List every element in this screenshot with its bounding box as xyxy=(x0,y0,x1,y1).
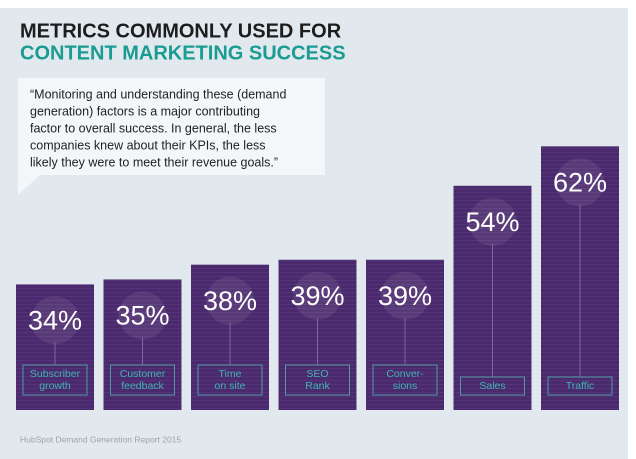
quote-line: “Monitoring and understanding these (dem… xyxy=(30,87,286,101)
quote-line: companies knew about their KPIs, the les… xyxy=(30,138,266,152)
label-box xyxy=(372,364,438,396)
bar-halo xyxy=(293,271,342,320)
title-line: CONTENT MARKETING SUCCESS xyxy=(20,42,346,64)
label-box xyxy=(460,376,525,396)
value-label: 39% xyxy=(290,281,344,311)
label-box xyxy=(22,364,88,396)
bar-halo xyxy=(381,271,429,320)
category-label: Rank xyxy=(305,380,330,392)
source: HubSpot Demand Generation Report 2015 xyxy=(20,434,181,444)
label-box xyxy=(285,364,350,396)
quote-line: factor to overall success. In general, t… xyxy=(30,121,277,135)
title-line: METRICS COMMONLY USED FOR xyxy=(20,20,342,42)
quote-box xyxy=(18,78,325,195)
bar-halo xyxy=(206,276,254,325)
bar-halo xyxy=(31,296,79,345)
category-label: Sales xyxy=(479,380,505,392)
label-box xyxy=(547,376,613,396)
category-label: Traffic xyxy=(566,380,595,392)
value-label: 39% xyxy=(378,281,432,311)
bar-halo xyxy=(118,291,167,340)
category-label: feedback xyxy=(121,380,164,392)
value-label: 34% xyxy=(28,306,82,336)
bar-halo xyxy=(556,158,604,207)
category-label: Time xyxy=(219,368,242,380)
category-label: Subscriber xyxy=(30,368,81,380)
value-label: 38% xyxy=(203,286,257,316)
value-label: 62% xyxy=(553,167,607,197)
category-label: growth xyxy=(39,380,71,392)
category-label: Customer xyxy=(120,368,166,380)
quote-line: generation) factors is a major contribut… xyxy=(30,104,260,118)
value-label: 54% xyxy=(465,207,519,237)
label-box xyxy=(197,364,263,396)
category-label: sions xyxy=(393,380,418,392)
category-label: SEO xyxy=(306,368,328,380)
category-label: Conver- xyxy=(386,368,424,380)
quote-line: likely they were to meet their revenue g… xyxy=(30,155,278,169)
label-box xyxy=(110,364,175,396)
bar-halo xyxy=(468,197,517,246)
value-label: 35% xyxy=(115,301,169,331)
category-label: on site xyxy=(215,380,246,392)
